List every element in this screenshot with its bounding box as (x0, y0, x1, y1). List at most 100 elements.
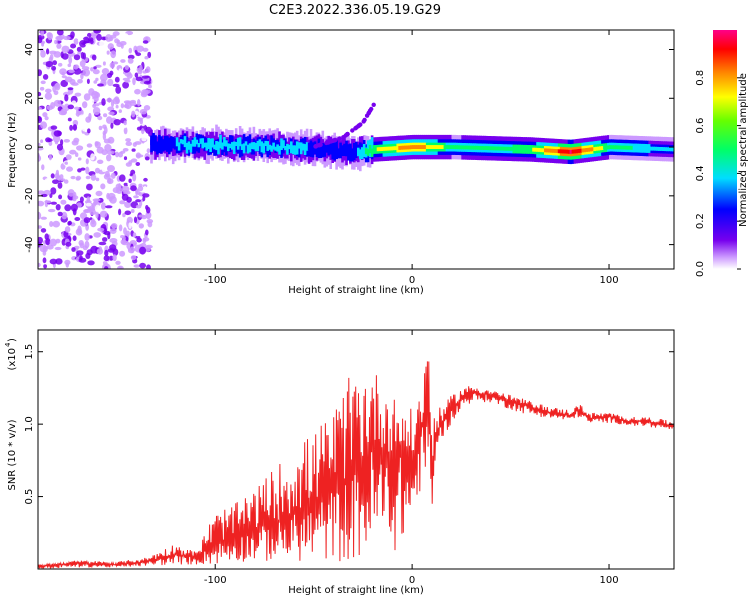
signal-mark (341, 151, 344, 156)
signal-mark (605, 145, 608, 150)
noise-mark (44, 92, 53, 100)
signal-mark (650, 146, 653, 151)
noise-mark (124, 210, 132, 216)
branch-mark (313, 144, 318, 149)
noise-mark (104, 266, 109, 269)
noise-mark (101, 149, 108, 156)
signal-mark (221, 142, 224, 150)
signal-mark (347, 144, 350, 155)
signal-mark (561, 149, 565, 154)
noise-mark (93, 66, 97, 70)
snr-axes: -100 0 100 0.5 1.0 1.5 (24, 330, 674, 586)
signal-mark (475, 145, 478, 150)
signal-mark (280, 138, 283, 150)
noise-mark (120, 43, 124, 49)
y-tick-label: 0.5 (24, 489, 35, 505)
noise-mark (44, 200, 52, 204)
signal-mark (173, 138, 177, 150)
noise-mark (85, 166, 90, 175)
noise-mark (38, 142, 41, 147)
noise-mark (67, 104, 75, 110)
signal-mark (319, 147, 323, 155)
noise-mark (84, 233, 90, 241)
noise-mark (109, 62, 116, 69)
signal-mark (357, 147, 360, 157)
signal-mark (323, 143, 327, 150)
noise-mark (84, 240, 90, 249)
noise-mark (139, 246, 147, 255)
signal-mark (345, 140, 348, 157)
noise-mark (39, 86, 45, 91)
signal-mark (323, 146, 327, 157)
noise-mark (124, 79, 131, 83)
noise-mark (39, 244, 47, 253)
noise-mark (129, 37, 133, 43)
noise-mark (107, 136, 115, 144)
signal-mark (601, 146, 604, 150)
noise-mark (38, 154, 42, 162)
noise-mark (110, 99, 115, 108)
signal-mark (268, 144, 271, 150)
signal-mark (502, 146, 506, 151)
signal-mark (490, 146, 494, 151)
noise-mark (86, 78, 90, 85)
noise-mark (148, 84, 152, 89)
signal-mark (388, 146, 392, 151)
noise-mark (144, 245, 151, 252)
noise-mark (124, 65, 129, 70)
noise-mark (43, 189, 52, 196)
noise-mark (73, 54, 81, 61)
colorbar-tick-label: 0.0 (695, 261, 706, 277)
noise-mark (56, 43, 62, 49)
noise-mark (48, 154, 53, 161)
noise-mark (143, 177, 148, 182)
noise-mark (125, 138, 131, 142)
signal-mark (311, 142, 315, 158)
noise-mark (79, 40, 87, 48)
noise-mark (56, 143, 64, 151)
noise-mark (54, 246, 62, 251)
signal-mark (555, 149, 559, 153)
signal-mark (656, 146, 659, 151)
noise-mark (94, 141, 99, 146)
signal-mark (231, 142, 234, 150)
noise-mark (137, 99, 141, 107)
signal-mark (313, 150, 317, 154)
signal-mark (203, 142, 206, 148)
signal-mark (248, 143, 252, 153)
signal-mark (327, 146, 330, 152)
noise-mark (53, 99, 62, 107)
signal-mark (573, 149, 577, 154)
signal-mark (400, 145, 403, 150)
noise-mark (57, 211, 63, 217)
noise-mark (139, 64, 143, 73)
signal-mark (301, 142, 305, 159)
noise-mark (44, 116, 49, 121)
signal-mark (670, 147, 673, 152)
signal-mark (250, 142, 254, 149)
signal-mark (384, 146, 388, 151)
signal-mark (315, 145, 319, 154)
x-tick-label: 100 (599, 575, 618, 586)
signal-mark (260, 141, 264, 153)
noise-mark (50, 187, 57, 195)
signal-mark (593, 147, 596, 151)
noise-mark (96, 33, 102, 41)
noise-mark (78, 114, 86, 119)
noise-mark (103, 255, 110, 262)
noise-mark (99, 210, 108, 218)
signal-mark (607, 145, 610, 150)
signal-mark (455, 145, 458, 150)
noise-mark (88, 112, 92, 121)
signal-mark (380, 147, 384, 151)
signal-mark (431, 145, 435, 149)
noise-mark (83, 217, 91, 224)
signal-mark (390, 146, 394, 151)
noise-mark (145, 229, 149, 236)
noise-mark (133, 216, 138, 224)
noise-mark (83, 93, 91, 101)
noise-mark (143, 105, 151, 111)
signal-mark (181, 139, 185, 145)
signal-mark (437, 145, 441, 149)
noise-mark (105, 205, 113, 209)
